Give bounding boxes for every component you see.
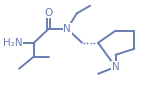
Text: N: N (112, 62, 119, 72)
Text: O: O (44, 8, 53, 18)
Text: N: N (63, 24, 71, 34)
Text: H₂N: H₂N (3, 38, 22, 48)
